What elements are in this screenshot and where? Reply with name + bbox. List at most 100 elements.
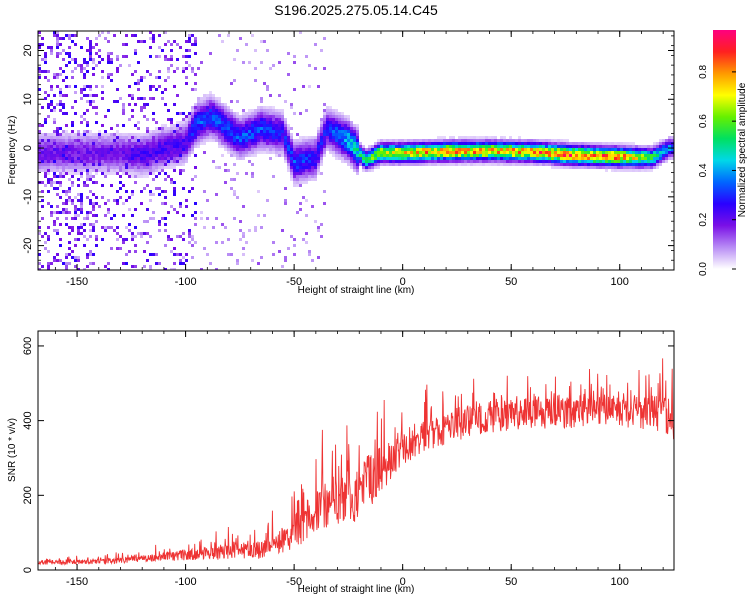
spectrogram-cell (389, 145, 392, 148)
x-tick-label: 0 (400, 576, 406, 588)
spectrogram-cell (287, 136, 290, 139)
spectrogram-cell (566, 148, 569, 151)
spectrogram-cell (632, 169, 635, 172)
spectrogram-cell (563, 160, 566, 163)
spectrogram-cell (95, 238, 98, 241)
spectrogram-cell (491, 163, 494, 166)
spectrogram-cell (98, 166, 101, 169)
spectrogram-cell (68, 34, 71, 37)
spectrogram-cell (551, 145, 554, 148)
spectrogram-cell (539, 139, 542, 142)
spectrogram-cell (314, 43, 317, 46)
spectrogram-cell (392, 160, 395, 163)
spectrogram-cell (476, 160, 479, 163)
spectrogram-cell (80, 145, 83, 148)
spectrogram-cell (122, 157, 125, 160)
spectrogram-cell (137, 157, 140, 160)
spectrogram-cell (317, 256, 320, 259)
spectrogram-cell (56, 160, 59, 163)
spectrogram-cell (77, 148, 80, 151)
spectrogram-cell (59, 109, 62, 112)
spectrogram-cell (59, 211, 62, 214)
spectrogram-cell (164, 166, 167, 169)
spectrogram-cell (122, 133, 125, 136)
spectrogram-cell (245, 130, 248, 133)
spectrogram-cell (539, 145, 542, 148)
spectrogram-cell (146, 133, 149, 136)
spectrogram-cell (596, 142, 599, 145)
spectrogram-cell (59, 196, 62, 199)
spectrogram-cell (350, 166, 353, 169)
spectrogram-cell (464, 142, 467, 145)
spectrogram-cell (320, 136, 323, 139)
spectrogram-cell (80, 208, 83, 211)
spectrogram-cell (92, 208, 95, 211)
spectrogram-cell (329, 139, 332, 142)
spectrogram-cell (161, 136, 164, 139)
spectrogram-cell (188, 55, 191, 58)
spectrogram-cell (650, 163, 653, 166)
spectrogram-cell (74, 58, 77, 61)
spectrogram-cell (266, 142, 269, 145)
spectrogram-cell (650, 166, 653, 169)
spectrogram-cell (125, 43, 128, 46)
spectrogram-cell (299, 163, 302, 166)
spectrogram-cell (578, 160, 581, 163)
spectrogram-cell (467, 157, 470, 160)
spectrogram-cell (224, 127, 227, 130)
spectrogram-cell (143, 154, 146, 157)
spectrogram-cell (95, 166, 98, 169)
spectrogram-cell (332, 136, 335, 139)
spectrogram-cell (416, 160, 419, 163)
spectrogram-cell (86, 100, 89, 103)
spectrogram-cell (560, 157, 563, 160)
spectrogram-cell (284, 142, 287, 145)
spectrogram-cell (137, 97, 140, 100)
spectrogram-cell (602, 160, 605, 163)
spectrogram-cell (89, 199, 92, 202)
spectrogram-cell (200, 139, 203, 142)
spectrogram-cell (638, 145, 641, 148)
spectrogram-cell (374, 148, 377, 151)
spectrogram-cell (551, 142, 554, 145)
spectrogram-cell (164, 172, 167, 175)
spectrogram-cell (473, 136, 476, 139)
spectrogram-cell (299, 181, 302, 184)
spectrogram-cell (293, 238, 296, 241)
spectrogram-cell (464, 163, 467, 166)
spectrogram-cell (71, 139, 74, 142)
spectrogram-cell (65, 64, 68, 67)
spectrogram-cell (620, 166, 623, 169)
spectrogram-cell (203, 133, 206, 136)
spectrogram-cell (455, 157, 458, 160)
spectrogram-cell (317, 148, 320, 151)
spectrogram-cell (593, 154, 596, 157)
spectrogram-cell (461, 151, 464, 154)
spectrogram-cell (359, 148, 362, 151)
spectrogram-cell (350, 142, 353, 145)
spectrogram-cell (68, 139, 71, 142)
spectrogram-cell (104, 229, 107, 232)
spectrogram-cell (278, 94, 281, 97)
spectrogram-cell (134, 244, 137, 247)
spectrogram-cell (107, 211, 110, 214)
spectrogram-cell (389, 154, 392, 157)
spectrogram-cell (512, 139, 515, 142)
spectrogram-cell (188, 37, 191, 40)
spectrogram-cell (167, 157, 170, 160)
spectrogram-cell (41, 166, 44, 169)
spectrogram-cell (68, 232, 71, 235)
spectrogram-cell (314, 220, 317, 223)
spectrogram-cell (197, 124, 200, 127)
spectrogram-cell (554, 151, 557, 154)
spectrogram-cell (536, 163, 539, 166)
spectrogram-cell (446, 154, 449, 157)
spectrogram-cell (320, 148, 323, 151)
spectrogram-cell (104, 115, 107, 118)
spectrogram-cell (206, 112, 209, 115)
spectrogram-cell (71, 76, 74, 79)
spectrogram-cell (344, 160, 347, 163)
spectrogram-cell (101, 85, 104, 88)
spectrogram-cell (617, 145, 620, 148)
spectrogram-cell (389, 148, 392, 151)
